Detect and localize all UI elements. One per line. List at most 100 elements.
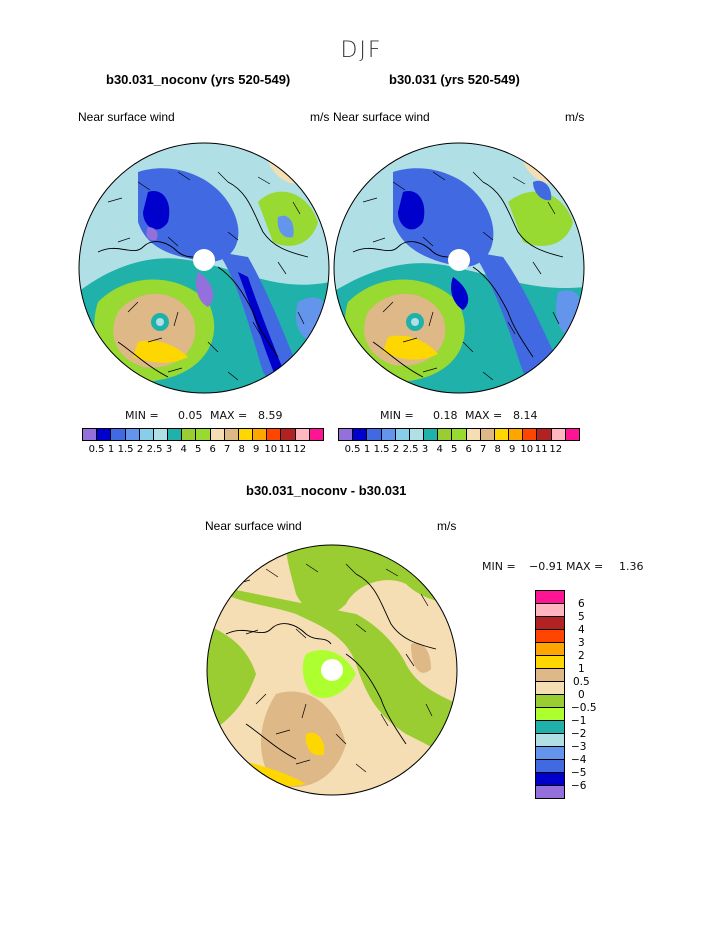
colorbar-tick: 2 xyxy=(578,650,585,662)
colorbar-tick: 0.5 xyxy=(344,444,361,455)
colorbar-swatch xyxy=(395,429,410,440)
colorbar-tick: −3 xyxy=(571,741,587,753)
colorbar-tick: −6 xyxy=(571,780,587,792)
colorbar-tick: 6 xyxy=(578,598,585,610)
colorbar-tick: 4 xyxy=(578,624,585,636)
colorbar-tick: 2.5 xyxy=(146,444,163,455)
colorbar-swatch xyxy=(509,429,524,440)
colorbar-swatch xyxy=(281,429,296,440)
panel-3-max-value: 1.36 xyxy=(619,560,644,573)
colorbar-swatch xyxy=(536,760,564,773)
colorbar-tick: 5 xyxy=(194,444,202,455)
colorbar-tick: −1 xyxy=(571,715,587,727)
colorbar-tick: 0.5 xyxy=(88,444,105,455)
colorbar-swatch xyxy=(536,669,564,682)
colorbar-swatch xyxy=(210,429,225,440)
difference-colorbar xyxy=(535,590,565,799)
colorbar-swatch xyxy=(168,429,183,440)
colorbar-tick: 9 xyxy=(253,444,260,455)
panel-1-min-label: MIN = xyxy=(125,409,159,422)
colorbar-swatch xyxy=(381,429,396,440)
colorbar-tick: 8 xyxy=(238,444,245,455)
panel-2-colorbar-ticks: 0.5 1 1.5 2 2.5 3 4 5 6 7 8 9 10 11 12 xyxy=(338,444,580,456)
panel-1-max-value: 8.59 xyxy=(258,409,283,422)
colorbar-tick: −4 xyxy=(571,754,587,766)
colorbar-swatch xyxy=(536,721,564,734)
panel-2-variable-label: Near surface wind xyxy=(333,110,430,124)
colorbar-tick: 9 xyxy=(509,444,516,455)
panel-1-title: b30.031_noconv (yrs 520-549) xyxy=(106,72,291,87)
colorbar-swatch xyxy=(551,429,566,440)
panel-2-min-label: MIN = xyxy=(380,409,414,422)
colorbar-swatch xyxy=(309,429,323,440)
colorbar-tick: 11 xyxy=(278,444,292,455)
panel-2-title: b30.031 (yrs 520-549) xyxy=(389,72,520,87)
colorbar-swatch xyxy=(536,747,564,760)
colorbar-swatch xyxy=(536,695,564,708)
colorbar-tick: 4 xyxy=(180,444,187,455)
colorbar-swatch xyxy=(537,429,552,440)
panel-1-min-value: 0.05 xyxy=(178,409,203,422)
colorbar-swatch xyxy=(536,656,564,669)
colorbar-tick: −5 xyxy=(571,767,587,779)
colorbar-swatch xyxy=(536,591,564,604)
colorbar-swatch xyxy=(452,429,467,440)
colorbar-swatch xyxy=(182,429,197,440)
colorbar-swatch xyxy=(536,643,564,656)
panel-2-min-value: 0.18 xyxy=(433,409,458,422)
panel-2-colorbar: 0.5 1 1.5 2 2.5 3 4 5 6 7 8 9 10 11 12 xyxy=(338,428,580,456)
colorbar-tick: 5 xyxy=(578,611,585,623)
colorbar-swatch xyxy=(125,429,140,440)
colorbar-swatch xyxy=(536,708,564,721)
colorbar-tick: 2 xyxy=(136,444,144,455)
colorbar-swatch xyxy=(238,429,254,440)
colorbar-swatch xyxy=(523,429,538,440)
colorbar-tick: 6 xyxy=(209,444,216,455)
colorbar-swatch xyxy=(339,429,354,440)
colorbar-swatch xyxy=(536,604,564,617)
colorbar-tick: 7 xyxy=(224,444,231,455)
colorbar-swatch xyxy=(409,429,425,440)
colorbar-tick: 0.5 xyxy=(573,676,590,688)
colorbar-tick: 12 xyxy=(549,444,563,455)
colorbar-swatch xyxy=(353,429,368,440)
colorbar-swatch xyxy=(295,429,310,440)
panel-3-min-value: −0.91 xyxy=(529,560,563,573)
panel-3-variable-label: Near surface wind xyxy=(205,519,302,533)
colorbar-swatch xyxy=(424,429,439,440)
panel-3-units: m/s xyxy=(437,519,457,533)
panel-3-title: b30.031_noconv - b30.031 xyxy=(246,483,407,498)
colorbar-swatch xyxy=(466,429,481,440)
colorbar-tick: 10 xyxy=(520,444,534,455)
colorbar-tick: −2 xyxy=(571,728,587,740)
panel-2-max-value: 8.14 xyxy=(513,409,538,422)
colorbar-swatch xyxy=(196,429,211,440)
colorbar-swatch xyxy=(253,429,268,440)
colorbar-tick: 12 xyxy=(293,444,307,455)
polar-map-panel-2 xyxy=(333,142,585,394)
colorbar-tick: 4 xyxy=(436,444,443,455)
colorbar-swatch xyxy=(111,429,126,440)
panel-1-colorbar: 0.5 1 1.5 2 2.5 3 4 5 6 7 8 9 10 11 12 xyxy=(82,428,324,456)
colorbar-swatch xyxy=(480,429,495,440)
panel-1-variable-label: Near surface wind xyxy=(78,110,175,124)
colorbar-tick: 1 xyxy=(107,444,115,455)
colorbar-swatch xyxy=(367,429,382,440)
colorbar-tick: 6 xyxy=(465,444,472,455)
colorbar-tick: −0.5 xyxy=(571,702,597,714)
colorbar-tick: 5 xyxy=(450,444,458,455)
colorbar-tick: 1 xyxy=(363,444,371,455)
polar-map-panel-1 xyxy=(78,142,330,394)
colorbar-swatch xyxy=(224,429,239,440)
panel-2-units: m/s xyxy=(565,110,585,124)
colorbar-tick: 8 xyxy=(494,444,501,455)
colorbar-tick: 3 xyxy=(578,637,585,649)
panel-1-units: m/s xyxy=(310,110,330,124)
colorbar-tick: 10 xyxy=(264,444,278,455)
colorbar-swatch xyxy=(438,429,453,440)
panel-3-min-label: MIN = xyxy=(482,560,516,573)
colorbar-tick: 2 xyxy=(392,444,400,455)
colorbar-tick: 3 xyxy=(165,444,173,455)
panel-1-colorbar-ticks: 0.5 1 1.5 2 2.5 3 4 5 6 7 8 9 10 11 12 xyxy=(82,444,324,456)
colorbar-swatch xyxy=(536,682,564,695)
